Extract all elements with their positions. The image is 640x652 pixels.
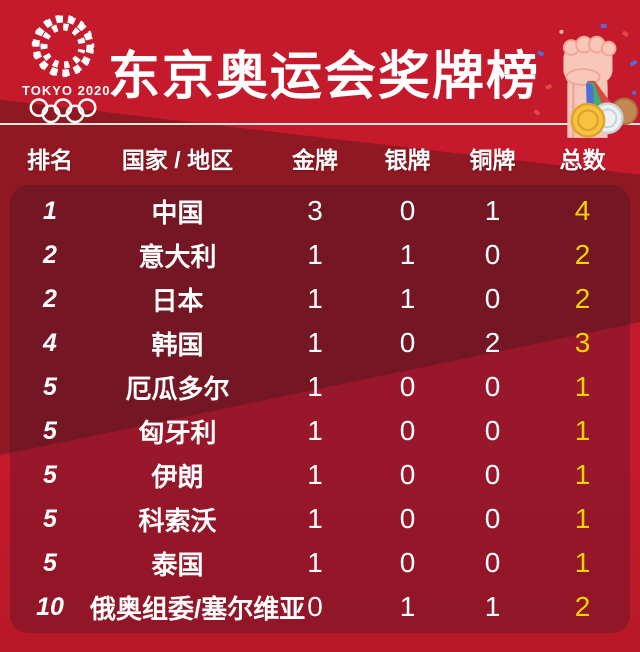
rank-cell: 1 [43,196,57,225]
table-row: 2 意大利 1 1 0 2 [10,234,630,276]
country-cell: 韩国 [151,329,204,360]
bronze-cell: 0 [484,503,501,534]
rank-cell: 5 [43,372,57,401]
rank-cell: 2 [43,284,57,313]
tokyo2020-emblem-icon [31,14,95,78]
medal-table-rows: 1 中国 3 0 1 4 2 意大利 1 1 0 2 2 日本 1 1 0 2 … [10,185,630,633]
gold-cell: 1 [307,415,323,446]
gold-cell: 1 [307,371,323,402]
total-cell: 1 [574,371,591,402]
total-cell: 4 [574,195,591,226]
gold-cell: 0 [307,591,323,622]
total-cell: 3 [574,327,591,358]
gold-cell: 1 [307,239,323,270]
silver-cell: 1 [399,283,416,314]
total-cell: 1 [574,547,591,578]
confetti-shapes [533,23,638,116]
table-column-headers: 排名 国家 / 地区 金牌 银牌 铜牌 总数 [10,130,630,185]
bronze-cell: 1 [484,195,501,226]
silver-cell: 0 [399,327,416,358]
gold-cell: 1 [307,459,323,490]
gold-cell: 1 [307,547,323,578]
country-cell: 俄奥组委/塞尔维亚 [90,593,306,624]
table-row: 4 韩国 1 0 2 3 [10,322,630,364]
bronze-cell: 0 [484,415,501,446]
olympic-rings-icon [29,98,97,124]
silver-cell: 0 [399,371,416,402]
column-header-rank: 排名 [27,146,73,173]
table-row: 5 伊朗 1 0 0 1 [10,454,630,496]
silver-cell: 1 [399,591,416,622]
rank-cell: 5 [43,548,57,577]
column-header-country: 国家 / 地区 [121,146,234,173]
silver-cell: 0 [399,195,416,226]
gold-cell: 3 [307,195,323,226]
bronze-cell: 0 [484,239,501,270]
silver-cell: 1 [399,239,416,270]
column-header-bronze: 铜牌 [469,146,516,173]
table-row: 10 俄奥组委/塞尔维亚 0 1 1 2 [10,586,630,628]
bronze-cell: 0 [484,459,501,490]
bronze-cell: 0 [484,283,501,314]
header: TOKYO 2020 东京奥运会奖牌榜 [0,0,640,138]
total-cell: 2 [574,283,591,314]
bronze-cell: 1 [484,591,501,622]
table-row: 5 厄瓜多尔 1 0 0 1 [10,366,630,408]
table-row: 2 日本 1 1 0 2 [10,278,630,320]
column-header-gold: 金牌 [292,146,338,173]
total-cell: 1 [574,415,591,446]
bronze-cell: 2 [484,327,501,358]
table-row: 1 中国 3 0 1 4 [10,190,630,232]
rank-cell: 5 [43,460,57,489]
gold-cell: 1 [307,327,323,358]
tokyo2020-logo: TOKYO 2020 [22,10,111,125]
column-header-total: 总数 [559,146,606,173]
country-cell: 科索沃 [138,505,217,536]
country-cell: 伊朗 [151,461,204,492]
country-cell: 中国 [151,197,204,228]
fist-medals-illustration [533,23,639,138]
medal-table-panel [10,185,630,633]
country-cell: 泰国 [151,549,204,580]
rank-cell: 2 [43,240,57,269]
total-cell: 2 [574,239,591,270]
rank-cell: 5 [43,416,57,445]
total-cell: 1 [574,503,591,534]
header-divider-line [0,123,640,125]
silver-cell: 0 [399,459,416,490]
total-cell: 1 [574,459,591,490]
rank-cell: 4 [43,328,57,357]
bronze-cell: 0 [484,547,501,578]
rank-cell: 10 [36,592,64,621]
gold-cell: 1 [307,283,323,314]
column-header-silver: 银牌 [384,146,431,173]
table-row: 5 泰国 1 0 0 1 [10,542,630,584]
table-row: 5 匈牙利 1 0 0 1 [10,410,630,452]
silver-cell: 0 [399,547,416,578]
table-row: 5 科索沃 1 0 0 1 [10,498,630,540]
country-cell: 日本 [151,285,204,316]
bronze-cell: 0 [484,371,501,402]
country-cell: 意大利 [138,241,217,272]
rank-cell: 5 [43,504,57,533]
country-cell: 厄瓜多尔 [125,373,230,404]
gold-cell: 1 [307,503,323,534]
silver-cell: 0 [399,415,416,446]
country-cell: 匈牙利 [138,417,217,448]
silver-cell: 0 [399,503,416,534]
tokyo2020-logo-text: TOKYO 2020 [22,83,111,98]
page-title: 东京奥运会奖牌榜 [108,48,541,106]
total-cell: 2 [574,591,591,622]
